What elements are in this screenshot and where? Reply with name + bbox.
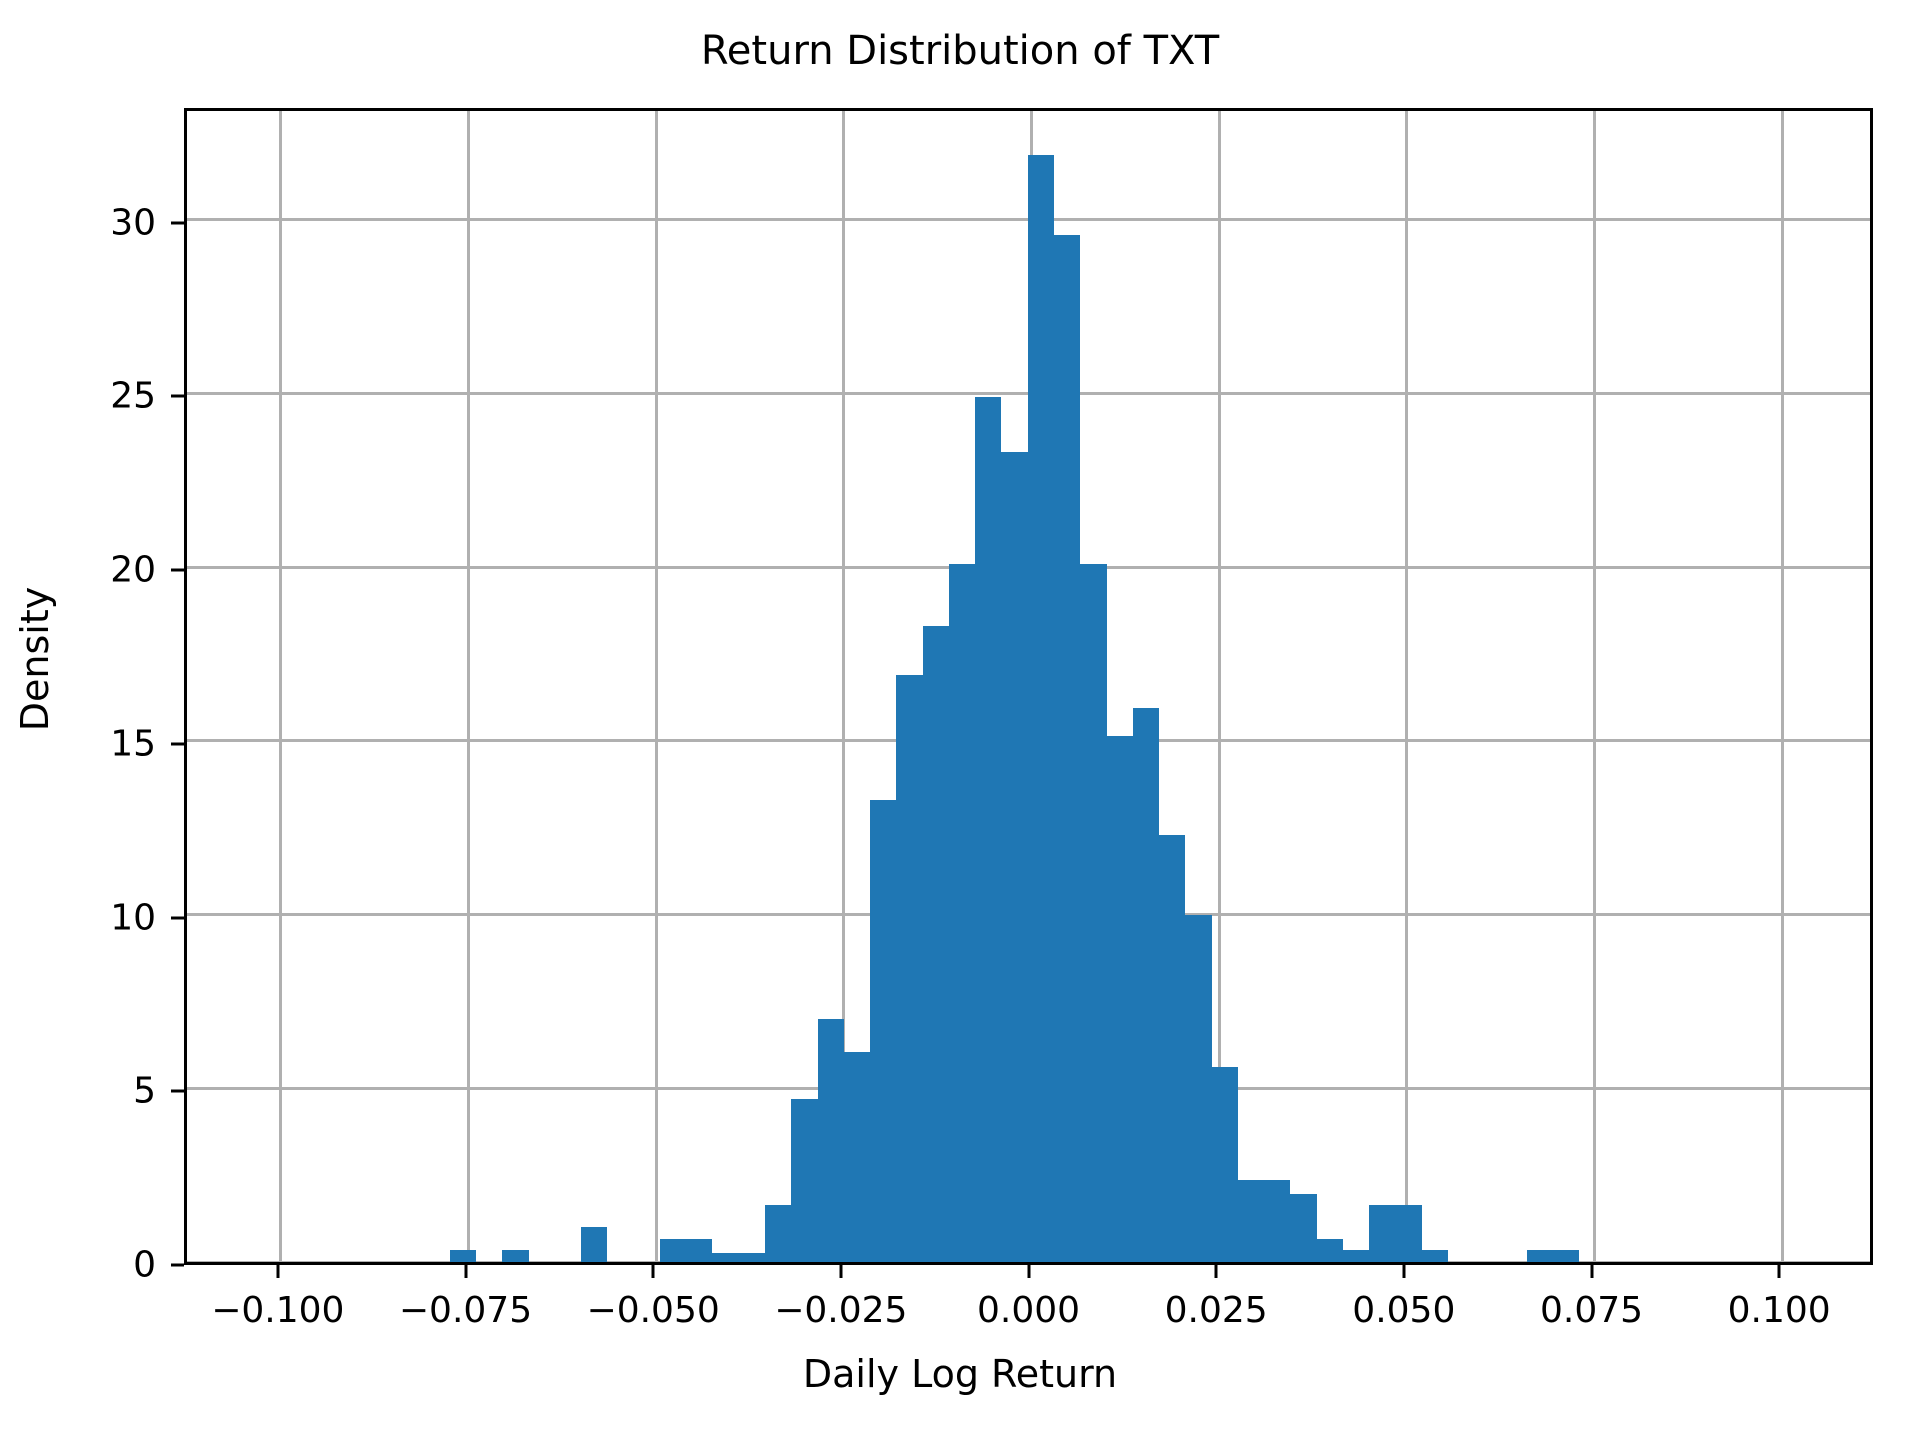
histogram-bar	[1553, 1249, 1580, 1262]
y-tick-mark-4	[171, 568, 184, 572]
x-tick-mark-5	[1214, 1265, 1218, 1278]
histogram-bar	[738, 1253, 765, 1262]
gridline-vertical-1	[467, 111, 470, 1262]
x-tick-mark-8	[1777, 1265, 1781, 1278]
histogram-bar	[1316, 1239, 1344, 1262]
y-tick-label-4: 20	[110, 549, 156, 591]
chart-title: Return Distribution of TXT	[700, 28, 1220, 74]
gridline-vertical-0	[279, 111, 283, 1262]
x-tick-label-0: −0.100	[211, 1290, 345, 1331]
y-tick-label-6: 30	[110, 202, 156, 244]
histogram-bar	[1159, 834, 1186, 1262]
x-tick-mark-7	[1590, 1265, 1593, 1278]
histogram-bar	[1001, 452, 1028, 1262]
histogram-bar	[712, 1253, 739, 1262]
histogram-bar	[1526, 1249, 1554, 1262]
y-tick-label-5: 25	[110, 375, 156, 417]
x-tick-label-5: 0.025	[1164, 1290, 1268, 1331]
histogram-bar	[843, 1051, 871, 1262]
x-tick-mark-1	[464, 1265, 467, 1278]
x-tick-label-4: 0.000	[976, 1290, 1081, 1331]
histogram-bar	[1132, 707, 1160, 1262]
plot-area	[184, 108, 1873, 1265]
histogram-bar	[1080, 563, 1107, 1262]
x-tick-mark-0	[276, 1265, 280, 1278]
gridline-vertical-6	[1405, 111, 1409, 1262]
histogram-bar	[817, 1018, 844, 1262]
histogram-bar	[581, 1227, 608, 1262]
gridline-vertical-3	[842, 111, 846, 1262]
histogram-bar	[896, 674, 923, 1262]
histogram-bar	[948, 563, 976, 1262]
y-tick-mark-2	[171, 916, 184, 920]
histogram-bar	[1027, 155, 1054, 1262]
x-tick-label-1: −0.075	[398, 1290, 533, 1331]
histogram-bar	[791, 1098, 818, 1262]
histogram-bar	[1343, 1249, 1370, 1262]
y-tick-label-3: 15	[110, 723, 156, 765]
histogram-bar	[1421, 1249, 1449, 1262]
histogram-bar	[1185, 914, 1212, 1262]
histogram-bar	[1369, 1204, 1396, 1262]
gridline-vertical-7	[1593, 111, 1596, 1262]
y-tick-mark-5	[171, 394, 184, 398]
histogram-bar	[1395, 1204, 1422, 1262]
y-tick-mark-1	[171, 1089, 184, 1093]
histogram-bar	[502, 1249, 529, 1262]
histogram-bar	[659, 1239, 687, 1262]
x-tick-label-2: −0.050	[586, 1290, 720, 1331]
histogram-bar	[1237, 1180, 1265, 1262]
x-axis-label: Daily Log Return	[802, 1352, 1118, 1396]
x-tick-label-3: −0.025	[774, 1290, 908, 1331]
y-tick-mark-6	[171, 221, 184, 225]
x-tick-label-8: 0.100	[1727, 1290, 1831, 1331]
y-tick-mark-3	[171, 742, 184, 746]
y-tick-label-1: 5	[133, 1070, 156, 1112]
x-tick-mark-2	[651, 1265, 655, 1278]
histogram-bar	[686, 1239, 713, 1262]
x-tick-mark-6	[1402, 1265, 1406, 1278]
x-tick-label-6: 0.050	[1352, 1290, 1456, 1331]
histogram-bar	[975, 396, 1002, 1262]
histogram-bar	[1106, 735, 1133, 1262]
histogram-bar	[1290, 1194, 1317, 1262]
gridline-vertical-2	[654, 111, 658, 1262]
y-axis-label: Density	[13, 586, 57, 732]
gridline-vertical-8	[1780, 111, 1784, 1262]
x-tick-label-7: 0.075	[1539, 1290, 1644, 1331]
x-tick-mark-3	[839, 1265, 843, 1278]
x-tick-mark-4	[1027, 1265, 1030, 1278]
histogram-bar	[1054, 235, 1081, 1262]
y-tick-label-0: 0	[133, 1244, 156, 1286]
y-tick-mark-0	[171, 1263, 184, 1267]
histogram-bar	[449, 1249, 476, 1262]
histogram-bar	[870, 799, 897, 1262]
histogram-bar	[765, 1204, 792, 1262]
gridline-vertical-5	[1217, 111, 1221, 1262]
y-tick-label-2: 10	[110, 897, 156, 939]
histogram-bar	[1211, 1067, 1238, 1262]
histogram-bar	[922, 626, 949, 1262]
histogram-bar	[1264, 1180, 1291, 1262]
